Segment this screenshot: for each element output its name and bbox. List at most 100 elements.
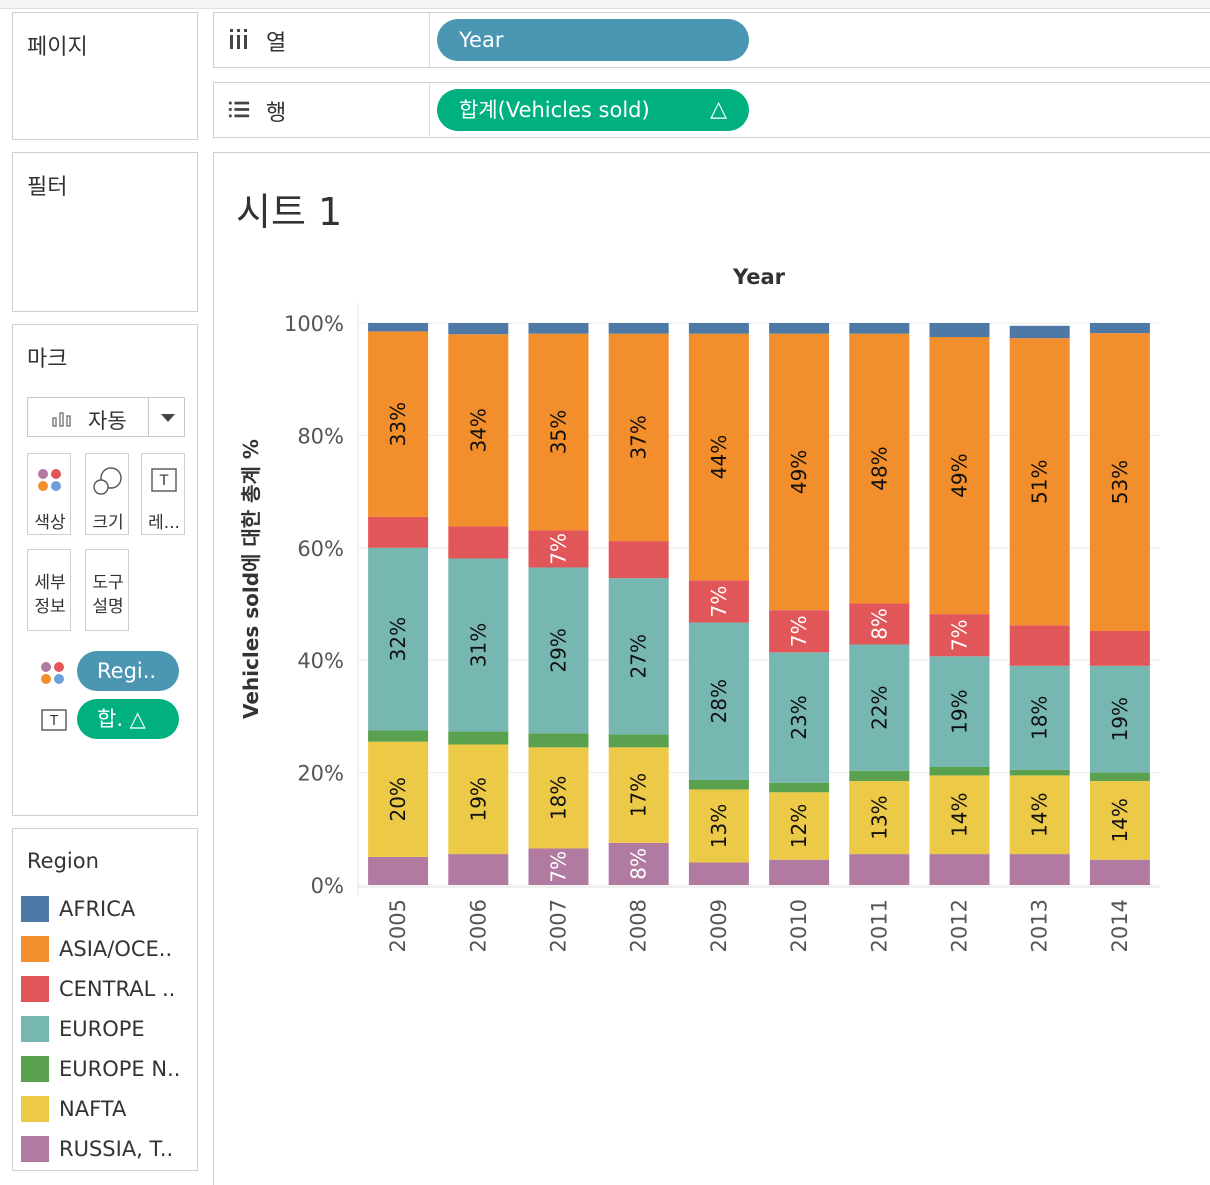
bar-segment[interactable]: [608, 541, 669, 579]
bar-segment[interactable]: [528, 567, 589, 734]
columns-label: 열: [266, 31, 287, 56]
size-mark-label: 크기: [92, 513, 124, 533]
bar-segment[interactable]: [448, 334, 509, 527]
bar-segment[interactable]: [849, 323, 910, 334]
bar-segment[interactable]: [368, 331, 429, 517]
size-circles-icon: [93, 467, 122, 495]
detail-mark-button[interactable]: 세부 정보: [27, 549, 71, 631]
bar-segment[interactable]: [929, 656, 990, 767]
bar-segment[interactable]: [929, 775, 990, 855]
bar-segment[interactable]: [688, 333, 749, 581]
bar-segment[interactable]: [608, 323, 669, 334]
bar-segment[interactable]: [688, 862, 749, 885]
bar-segment[interactable]: [528, 323, 589, 334]
year-pill[interactable]: Year: [437, 19, 749, 61]
bar-segment[interactable]: [448, 731, 509, 745]
bar-segment[interactable]: [528, 530, 589, 568]
bar-segment[interactable]: [448, 558, 509, 732]
legend-swatch: [21, 1096, 49, 1122]
bar-segment[interactable]: [769, 610, 830, 653]
bar-segment[interactable]: [1089, 772, 1150, 782]
sum-label-pill[interactable]: 합. △: [77, 699, 179, 739]
y-tick-label: 0%: [311, 874, 344, 898]
bar-segment[interactable]: [688, 779, 749, 790]
bar-segment[interactable]: [849, 644, 910, 771]
bar-segment[interactable]: [769, 652, 830, 783]
bar-segment[interactable]: [528, 333, 589, 531]
columns-shelf[interactable]: 열 Year: [213, 12, 1210, 68]
bar-segment[interactable]: [688, 323, 749, 334]
bar-segment[interactable]: [448, 744, 509, 855]
bar-segment[interactable]: [929, 766, 990, 776]
chevron-down-icon[interactable]: [160, 412, 176, 424]
bar-segment[interactable]: [929, 337, 990, 615]
bar-segment[interactable]: [849, 854, 910, 885]
data-label: 14%: [1108, 798, 1132, 842]
label-mark-button[interactable]: T 레...: [141, 453, 185, 535]
bar-segment[interactable]: [608, 578, 669, 735]
bar-segment[interactable]: [608, 842, 669, 885]
bar-segment[interactable]: [769, 792, 830, 860]
bar-segment[interactable]: [368, 516, 429, 548]
rows-icon: [228, 101, 250, 118]
svg-text:T: T: [49, 714, 58, 729]
size-mark-button[interactable]: 크기: [85, 453, 129, 535]
bar-segment[interactable]: [769, 323, 830, 334]
bar-segment[interactable]: [849, 603, 910, 645]
bar-segment[interactable]: [448, 854, 509, 885]
bar-segment[interactable]: [849, 770, 910, 782]
x-tick-label: 2012: [948, 899, 972, 952]
vehicles-sold-pill[interactable]: 합계(Vehicles sold) △: [437, 89, 749, 131]
rows-shelf[interactable]: 행 합계(Vehicles sold) △: [213, 82, 1210, 138]
bar-segment[interactable]: [1089, 665, 1150, 773]
tooltip-mark-button[interactable]: 도구 설명: [85, 549, 129, 631]
bar-segment[interactable]: [1089, 333, 1150, 631]
bar-segment[interactable]: [608, 734, 669, 748]
bar-segment[interactable]: [528, 733, 589, 748]
bar-segment[interactable]: [929, 614, 990, 657]
bar-segment[interactable]: [1009, 665, 1070, 770]
bar-segment[interactable]: [929, 323, 990, 338]
bar-segment[interactable]: [1009, 769, 1070, 776]
legend-swatch: [21, 896, 49, 922]
bar-segment[interactable]: [769, 333, 830, 611]
bar-segment[interactable]: [1089, 781, 1150, 860]
data-label: 28%: [707, 679, 731, 723]
bar-segment[interactable]: [608, 747, 669, 843]
data-label: 32%: [386, 617, 410, 661]
bar-segment[interactable]: [528, 747, 589, 849]
bar-segment[interactable]: [688, 622, 749, 780]
color-mark-button[interactable]: 색상: [27, 453, 71, 535]
mark-type-dropdown[interactable]: 자동: [27, 397, 185, 437]
bar-segment[interactable]: [688, 580, 749, 623]
bar-segment[interactable]: [1009, 325, 1070, 339]
bar-segment[interactable]: [1089, 323, 1150, 334]
bar-segment[interactable]: [368, 323, 429, 332]
bar-segment[interactable]: [929, 854, 990, 885]
bar-segment[interactable]: [528, 848, 589, 885]
filters-panel[interactable]: 필터: [12, 152, 198, 312]
bar-segment[interactable]: [1089, 859, 1150, 885]
bar-segment[interactable]: [368, 741, 429, 857]
bar-segment[interactable]: [368, 856, 429, 885]
bar-segment[interactable]: [368, 547, 429, 731]
bar-segment[interactable]: [1009, 338, 1070, 626]
bar-segment[interactable]: [1009, 625, 1070, 666]
bar-segment[interactable]: [448, 323, 509, 335]
bar-segment[interactable]: [849, 333, 910, 604]
bar-segment[interactable]: [448, 526, 509, 559]
data-label: 14%: [948, 793, 972, 837]
bar-segment[interactable]: [1089, 630, 1150, 666]
bar-segment[interactable]: [849, 781, 910, 855]
bar-segment[interactable]: [608, 333, 669, 542]
region-color-pill[interactable]: Regi..: [77, 651, 179, 691]
bar-segment[interactable]: [769, 859, 830, 885]
stacked-bar-chart[interactable]: 0% 20% 40% 60% 80% 100% Year Vehicles sold에 대한 …: [230, 250, 1190, 970]
x-tick-label: 2008: [627, 899, 651, 952]
bar-segment[interactable]: [1009, 775, 1070, 855]
bar-segment[interactable]: [368, 730, 429, 742]
marks-title: 마크: [27, 347, 68, 372]
bar-segment[interactable]: [769, 782, 830, 793]
bar-segment[interactable]: [1009, 854, 1070, 885]
bar-segment[interactable]: [688, 789, 749, 863]
